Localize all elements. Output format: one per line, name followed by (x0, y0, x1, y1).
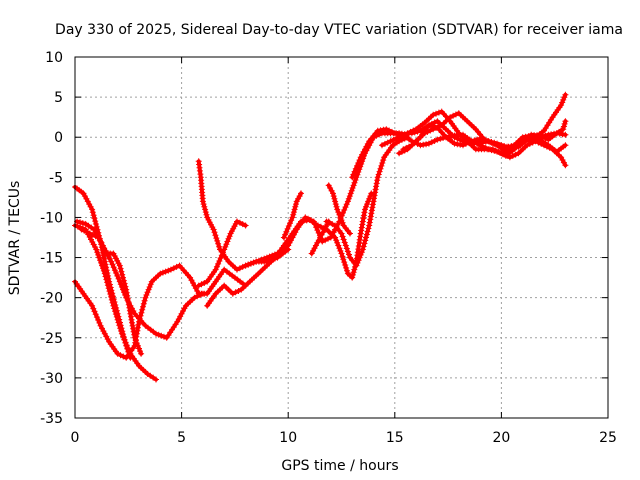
series-track-5 (78, 226, 145, 357)
ticks: 0 5 10 15 20 25 10 5 0 -5 -10 -15 -20 -25 -30 -35 (40, 50, 617, 446)
series-track-18 (408, 118, 569, 155)
y-tick-label: -5 (49, 170, 63, 186)
y-tick-label: -30 (40, 371, 63, 387)
y-tick-label: -20 (40, 291, 63, 307)
series-track-10 (280, 190, 304, 241)
chart-title: Day 330 of 2025, Sidereal Day-to-day VTE… (55, 22, 623, 38)
x-tick-label: 25 (599, 430, 617, 446)
x-tick-label: 5 (177, 430, 186, 446)
y-axis-label: SDTVAR / TECUs (7, 181, 23, 296)
x-tick-label: 15 (386, 430, 404, 446)
y-tick-label: 10 (45, 50, 63, 66)
series-markers (195, 218, 249, 289)
y-tick-label: 0 (54, 130, 63, 146)
y-tick-label: -10 (40, 210, 63, 226)
plot-frame (74, 56, 609, 419)
series-markers (325, 182, 353, 237)
data-series (72, 91, 569, 383)
x-tick-label: 20 (492, 430, 510, 446)
x-tick-label: 0 (71, 430, 80, 446)
x-axis-label: GPS time / hours (281, 458, 398, 474)
x-tick-label: 10 (279, 430, 297, 446)
series-track (409, 119, 568, 154)
y-tick-label: -35 (40, 411, 63, 427)
series-markers (323, 134, 411, 269)
series-track-7 (195, 218, 249, 289)
series-track-11 (308, 218, 332, 257)
y-tick-label: -15 (40, 251, 63, 267)
series-track-12 (323, 134, 411, 269)
series-markers (242, 130, 411, 269)
y-tick-label: -25 (40, 331, 63, 347)
y-tick-label: 5 (54, 90, 63, 106)
series-markers (78, 226, 145, 357)
series-markers (308, 218, 332, 257)
series-track-9 (242, 130, 411, 269)
series-markers (280, 190, 304, 241)
series-track-13 (325, 182, 353, 237)
series-markers (408, 118, 569, 155)
